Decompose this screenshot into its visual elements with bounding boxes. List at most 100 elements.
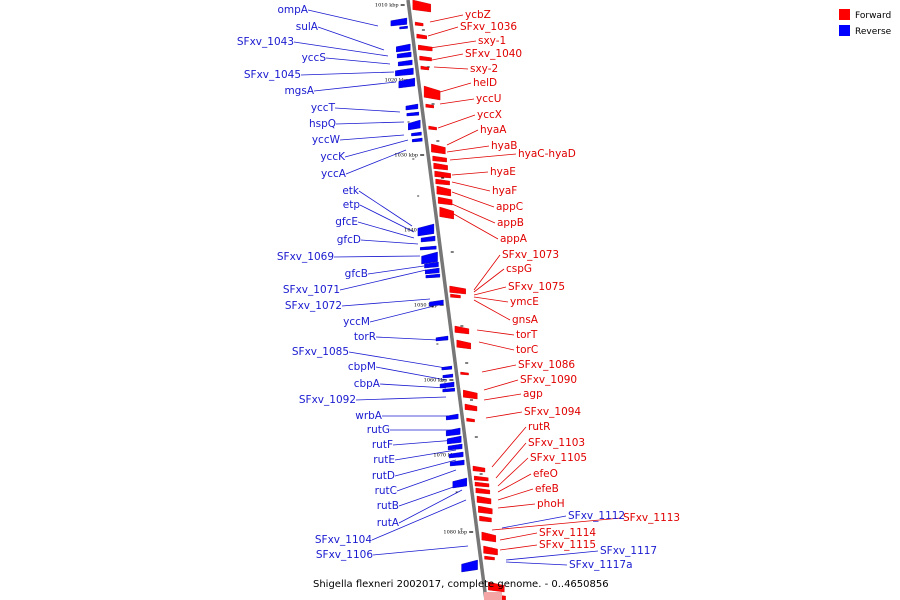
forward-gene-feature[interactable]: [464, 403, 478, 412]
reverse-gene-feature[interactable]: [395, 67, 414, 77]
forward-gene-feature[interactable]: [460, 371, 469, 376]
forward-gene-label[interactable]: appB: [497, 217, 524, 229]
forward-gene-label[interactable]: phoH: [537, 498, 565, 510]
reverse-gene-feature[interactable]: [442, 387, 455, 393]
forward-gene-label[interactable]: ymcE: [510, 296, 539, 308]
reverse-gene-label[interactable]: SFxv_1112: [568, 510, 625, 522]
forward-gene-label[interactable]: SFxv_1105: [530, 452, 587, 464]
forward-gene-label[interactable]: agp: [523, 388, 543, 400]
reverse-gene-feature[interactable]: [398, 77, 415, 89]
reverse-gene-label[interactable]: SFxv_1106: [316, 549, 373, 561]
reverse-gene-label[interactable]: SFxv_1069: [277, 251, 334, 263]
forward-gene-feature[interactable]: [412, 0, 431, 13]
forward-gene-label[interactable]: SFxv_1114: [539, 527, 596, 539]
forward-gene-feature[interactable]: [437, 196, 453, 206]
reverse-gene-label[interactable]: rutG: [367, 424, 390, 436]
reverse-gene-label[interactable]: SFxv_1092: [299, 394, 356, 406]
reverse-gene-feature[interactable]: [439, 381, 455, 389]
forward-gene-label[interactable]: hyaB: [491, 140, 518, 152]
reverse-gene-feature[interactable]: [424, 261, 439, 269]
reverse-gene-feature[interactable]: [446, 413, 459, 421]
reverse-gene-feature[interactable]: [397, 59, 413, 67]
reverse-gene-label[interactable]: gfcB: [345, 268, 368, 280]
reverse-gene-label[interactable]: rutD: [372, 470, 395, 482]
forward-gene-label[interactable]: SFxv_1073: [502, 249, 559, 261]
reverse-gene-label[interactable]: cbpA: [354, 378, 381, 390]
forward-gene-label[interactable]: hyaE: [490, 166, 516, 178]
forward-gene-feature[interactable]: [420, 65, 430, 71]
forward-gene-feature[interactable]: [434, 170, 451, 179]
forward-gene-label[interactable]: yccX: [477, 109, 502, 121]
reverse-gene-label[interactable]: SFxv_1117a: [569, 559, 633, 571]
forward-gene-label[interactable]: SFxv_1086: [518, 359, 575, 371]
forward-gene-feature[interactable]: [432, 155, 447, 163]
reverse-gene-label[interactable]: rutE: [373, 454, 395, 466]
reverse-gene-feature[interactable]: [420, 235, 436, 243]
forward-gene-label[interactable]: hyaA: [480, 124, 507, 136]
reverse-gene-feature[interactable]: [408, 119, 421, 131]
forward-gene-label[interactable]: sxy-2: [470, 63, 498, 75]
forward-gene-feature[interactable]: [466, 417, 475, 423]
reverse-gene-label[interactable]: SFxv_1072: [285, 300, 342, 312]
forward-gene-label[interactable]: torC: [516, 344, 538, 356]
forward-gene-feature[interactable]: [456, 339, 471, 350]
forward-gene-feature[interactable]: [474, 475, 489, 482]
reverse-gene-label[interactable]: yccT: [311, 102, 336, 114]
reverse-gene-feature[interactable]: [441, 365, 453, 371]
reverse-gene-feature[interactable]: [411, 131, 422, 137]
reverse-gene-feature[interactable]: [396, 51, 412, 59]
reverse-gene-feature[interactable]: [449, 459, 465, 467]
reverse-gene-label[interactable]: SFxv_1043: [237, 36, 294, 48]
forward-gene-label[interactable]: SFxv_1115: [539, 539, 596, 551]
forward-gene-feature[interactable]: [483, 545, 498, 556]
reverse-gene-feature[interactable]: [429, 299, 444, 307]
forward-gene-feature[interactable]: [474, 481, 490, 488]
reverse-gene-feature[interactable]: [447, 435, 462, 445]
forward-gene-label[interactable]: SFxv_1103: [528, 437, 585, 449]
forward-gene-feature[interactable]: [450, 293, 461, 299]
reverse-gene-label[interactable]: SFxv_1045: [244, 69, 301, 81]
reverse-gene-label[interactable]: yccW: [312, 134, 341, 146]
reverse-gene-label[interactable]: yccK: [320, 151, 346, 163]
forward-gene-label[interactable]: SFxv_1094: [524, 406, 581, 418]
forward-gene-feature[interactable]: [418, 44, 433, 52]
reverse-gene-label[interactable]: mgsA: [284, 85, 314, 97]
reverse-gene-label[interactable]: rutF: [372, 439, 393, 451]
forward-gene-label[interactable]: rutR: [528, 421, 550, 433]
forward-gene-feature[interactable]: [454, 325, 470, 335]
reverse-gene-feature[interactable]: [461, 559, 478, 573]
forward-gene-label[interactable]: SFxv_1036: [460, 21, 517, 33]
forward-gene-feature[interactable]: [488, 581, 505, 593]
forward-gene-label[interactable]: efeB: [535, 483, 559, 495]
reverse-gene-feature[interactable]: [396, 43, 411, 53]
reverse-gene-label[interactable]: gfcE: [335, 216, 358, 228]
reverse-gene-feature[interactable]: [452, 477, 467, 489]
forward-gene-label[interactable]: cspG: [506, 263, 532, 275]
reverse-gene-label[interactable]: yccM: [343, 316, 370, 328]
forward-gene-feature[interactable]: [416, 33, 427, 40]
forward-gene-feature[interactable]: [449, 285, 466, 295]
reverse-gene-label[interactable]: rutA: [377, 517, 400, 529]
reverse-gene-label[interactable]: SFxv_1104: [315, 534, 372, 546]
forward-gene-feature[interactable]: [435, 178, 450, 186]
forward-gene-feature[interactable]: [439, 206, 454, 220]
reverse-gene-feature[interactable]: [406, 111, 420, 117]
reverse-gene-feature[interactable]: [399, 25, 408, 30]
forward-gene-label[interactable]: SFxv_1113: [623, 512, 680, 524]
forward-gene-feature[interactable]: [425, 103, 434, 109]
forward-gene-feature[interactable]: [431, 143, 446, 155]
forward-gene-feature[interactable]: [436, 185, 452, 197]
reverse-gene-label[interactable]: cbpM: [348, 361, 376, 373]
reverse-gene-feature[interactable]: [390, 17, 408, 27]
forward-gene-label[interactable]: torT: [516, 329, 538, 341]
forward-gene-feature[interactable]: [472, 465, 486, 473]
reverse-gene-label[interactable]: sulA: [296, 21, 319, 33]
forward-gene-feature[interactable]: [478, 505, 493, 515]
reverse-gene-label[interactable]: SFxv_1071: [283, 284, 340, 296]
reverse-gene-label[interactable]: wrbA: [355, 410, 383, 422]
reverse-gene-feature[interactable]: [412, 137, 423, 143]
forward-gene-feature[interactable]: [479, 515, 492, 523]
forward-gene-feature[interactable]: [484, 555, 495, 561]
reverse-gene-feature[interactable]: [421, 251, 438, 265]
forward-gene-label[interactable]: hyaF: [492, 185, 517, 197]
